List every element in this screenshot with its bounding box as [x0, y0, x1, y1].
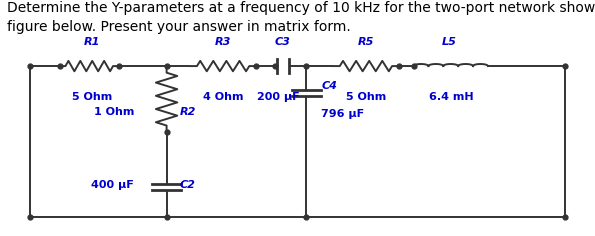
Text: C4: C4 — [321, 80, 337, 91]
Text: C3: C3 — [275, 38, 290, 47]
Text: R1: R1 — [84, 38, 101, 47]
Text: 5 Ohm: 5 Ohm — [72, 92, 112, 102]
Text: Determine the Y-parameters at a frequency of 10 kHz for the two-port network sho: Determine the Y-parameters at a frequenc… — [7, 1, 595, 34]
Text: 5 Ohm: 5 Ohm — [346, 92, 386, 102]
Text: R5: R5 — [358, 38, 374, 47]
Text: R3: R3 — [215, 38, 231, 47]
Text: 4 Ohm: 4 Ohm — [203, 92, 243, 102]
Text: 1 Ohm: 1 Ohm — [93, 107, 134, 117]
Text: L5: L5 — [441, 38, 457, 47]
Text: 796 μF: 796 μF — [321, 109, 364, 119]
Text: 400 μF: 400 μF — [91, 180, 134, 190]
Text: 200 μF: 200 μF — [257, 92, 300, 102]
Text: 6.4 mH: 6.4 mH — [428, 92, 474, 102]
Text: C2: C2 — [180, 180, 196, 190]
Text: R2: R2 — [180, 107, 196, 117]
